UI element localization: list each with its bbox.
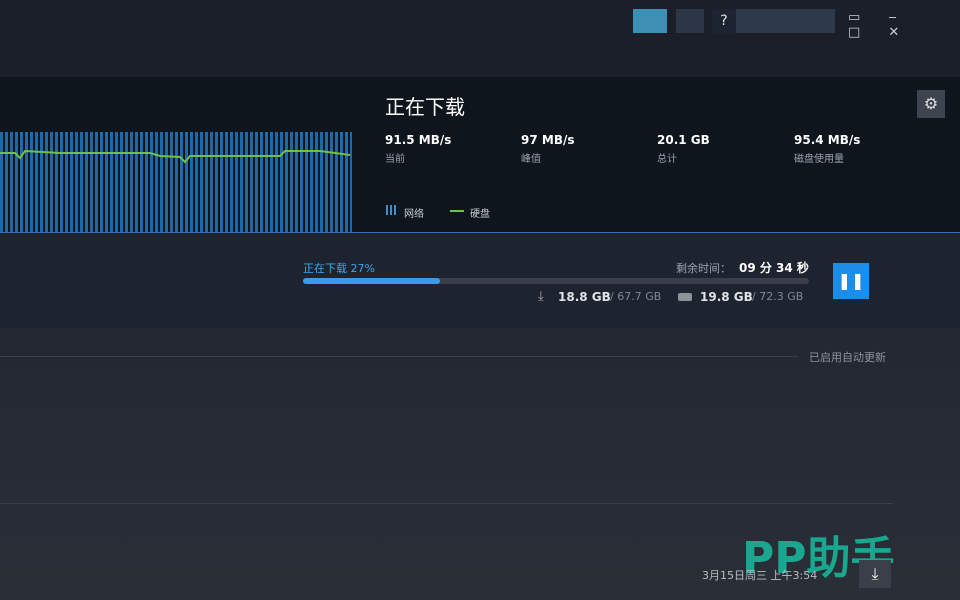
legend-label: 网络 [404, 209, 424, 220]
settings-button[interactable]: ⚙ [917, 90, 945, 118]
mail-button[interactable] [676, 9, 704, 33]
auto-update: 已启用自动更新 [809, 351, 886, 364]
disk-line [0, 149, 351, 164]
disk-total: / 72.3 GB [752, 290, 804, 303]
disk-icon [678, 293, 692, 301]
account-button[interactable] [736, 9, 835, 33]
legend-label: 硬盘 [470, 209, 490, 220]
legend-network-swatch [386, 205, 396, 215]
download-panel: 正在下载 27% 剩余时间： 09 分 34 秒 ⤓ 18.8 GB / 67.… [0, 233, 960, 328]
stat-label: 当前 [385, 154, 405, 165]
legend-disk-swatch [450, 210, 464, 212]
stat-value: 97 MB/s [521, 133, 575, 147]
help-button[interactable]: ? [712, 9, 736, 33]
stat-label: 峰值 [521, 154, 541, 165]
progress-fill [303, 278, 440, 284]
downloads-button[interactable]: ⤓ [859, 560, 891, 588]
pause-button[interactable]: ❚❚ [833, 263, 869, 299]
stat-value: 91.5 MB/s [385, 133, 452, 147]
disk-written: 19.8 GB [700, 290, 753, 304]
stat-label: 总计 [657, 154, 677, 165]
graph-panel: 正在下载 ⚙ 91.5 MB/s 当前 97 MB/s 峰值 20.1 GB 总… [0, 77, 960, 233]
progress-label: 正在下载 27% [303, 262, 375, 275]
divider [0, 356, 798, 357]
download-total: / 67.7 GB [610, 290, 662, 303]
divider [0, 503, 893, 504]
stat-label: 磁盘使用量 [794, 154, 844, 165]
top-bar: ? ▭ ‒ □ ✕ [0, 0, 960, 75]
stat-value: 95.4 MB/s [794, 133, 861, 147]
download-icon: ⤓ [538, 289, 544, 304]
remaining-time: 09 分 34 秒 [739, 261, 809, 275]
footer-datetime: 3月15日周三 上午3:54 [702, 569, 818, 582]
network-graph [0, 132, 352, 232]
progress-track [303, 278, 809, 284]
window-controls[interactable]: ▭ ‒ □ ✕ [848, 10, 912, 40]
remaining-label: 剩余时间： [676, 262, 731, 275]
panel-title: 正在下载 [385, 95, 465, 119]
stat-value: 20.1 GB [657, 133, 710, 147]
announce-button[interactable] [633, 9, 667, 33]
downloaded: 18.8 GB [558, 290, 611, 304]
